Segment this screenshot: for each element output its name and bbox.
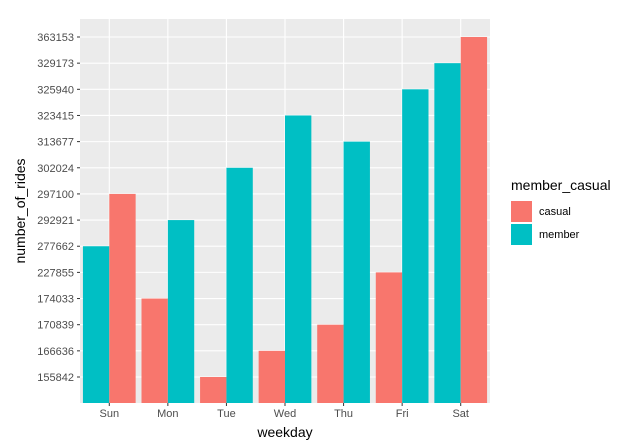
x-axis-title: weekday bbox=[256, 424, 312, 440]
bar-member-wed bbox=[285, 115, 312, 403]
y-tick-label: 302024 bbox=[37, 163, 74, 175]
x-tick-label: Wed bbox=[274, 408, 296, 420]
bar-casual-sat bbox=[460, 37, 488, 403]
x-tick-label: Thu bbox=[334, 408, 353, 420]
bar-member-mon bbox=[167, 220, 195, 403]
y-tick-label: 297100 bbox=[37, 189, 74, 201]
bar-member-sun bbox=[82, 246, 110, 403]
y-axis-title: number_of_rides bbox=[12, 158, 28, 263]
y-tick-label: 174033 bbox=[37, 294, 74, 306]
x-tick-label: Fri bbox=[396, 408, 409, 420]
y-tick-label: 325940 bbox=[37, 84, 74, 96]
bar-casual-thu bbox=[317, 324, 344, 403]
legend-key-casual bbox=[511, 201, 532, 222]
legend-key-member bbox=[511, 224, 532, 245]
legend-title: member_casual bbox=[511, 177, 611, 193]
y-tick-label: 166636 bbox=[37, 346, 74, 358]
x-axis: Sun Mon Tue Wed Thu Fri Sat bbox=[99, 403, 469, 420]
bar-casual-sun bbox=[109, 193, 136, 403]
bar-member-thu bbox=[343, 141, 370, 403]
bar-casual-tue bbox=[200, 377, 227, 403]
y-tick-label: 227855 bbox=[37, 267, 74, 279]
bar-member-sat bbox=[434, 63, 461, 404]
legend: member_casual casual member bbox=[511, 177, 611, 245]
x-tick-label: Tue bbox=[217, 408, 236, 420]
bar-casual-mon bbox=[141, 298, 168, 403]
y-tick-label: 155842 bbox=[37, 372, 74, 384]
x-tick-label: Sat bbox=[452, 408, 469, 420]
y-tick-label: 277662 bbox=[37, 241, 74, 253]
y-tick-label: 170839 bbox=[37, 320, 74, 332]
y-tick-label: 313677 bbox=[37, 137, 74, 149]
y-tick-label: 323415 bbox=[37, 110, 74, 122]
bars bbox=[82, 37, 488, 404]
y-tick-label: 329173 bbox=[37, 58, 74, 70]
bar-casual-fri bbox=[375, 272, 403, 403]
y-tick-label: 292921 bbox=[37, 215, 74, 227]
bar-casual-wed bbox=[258, 350, 285, 403]
bar-member-fri bbox=[402, 89, 429, 404]
y-tick-label: 363153 bbox=[37, 32, 74, 44]
x-tick-label: Mon bbox=[157, 408, 178, 420]
legend-label-casual: casual bbox=[539, 206, 571, 218]
bar-member-tue bbox=[226, 167, 253, 403]
x-tick-label: Sun bbox=[99, 408, 119, 420]
legend-label-member: member bbox=[539, 229, 580, 241]
y-axis: 155842 166636 170839 174033 227855 277662 2929… bbox=[37, 32, 80, 384]
